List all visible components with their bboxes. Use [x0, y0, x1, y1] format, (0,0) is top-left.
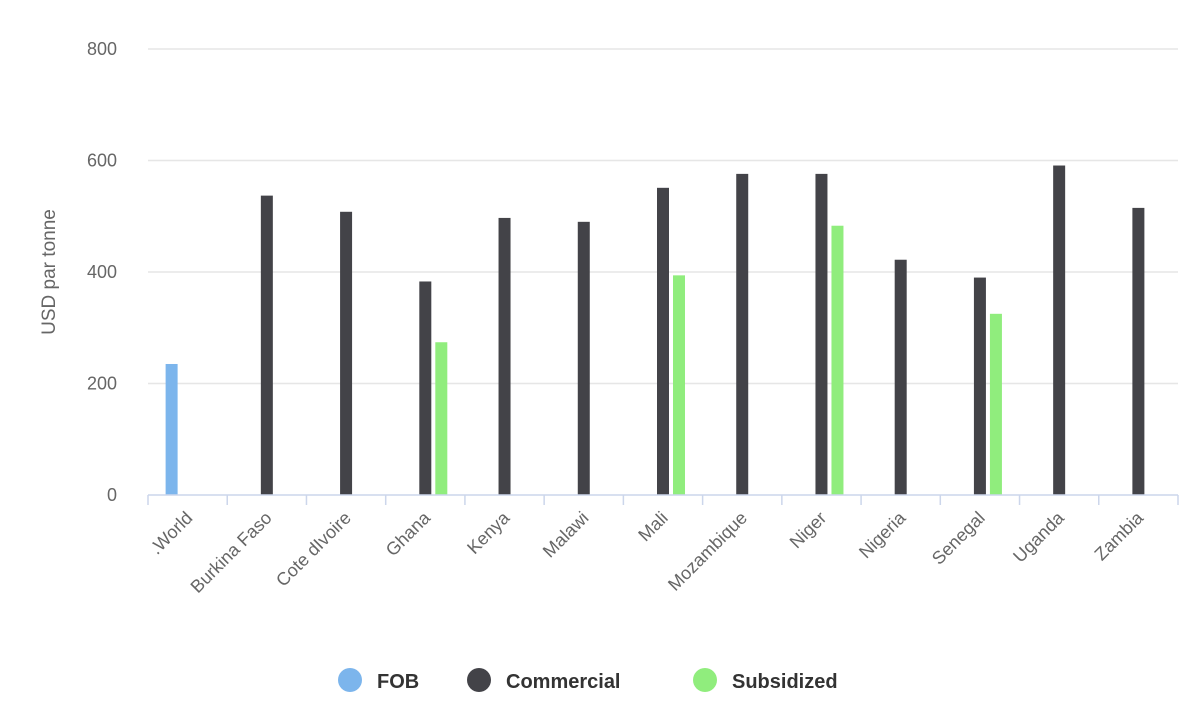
bars	[165, 165, 1145, 496]
y-axis-title: USD par tonne	[39, 209, 60, 335]
bar-commercial[interactable]	[736, 173, 749, 495]
x-tick-label: Mali	[634, 508, 671, 545]
bar-commercial[interactable]	[577, 221, 590, 495]
legend-item-label[interactable]: Subsidized	[732, 671, 838, 693]
bar-commercial[interactable]	[260, 195, 273, 495]
y-tick-label: 0	[107, 485, 117, 505]
x-tick-label: Ghana	[382, 507, 435, 560]
bar-fob[interactable]	[165, 363, 178, 495]
y-tick-label: 400	[87, 262, 117, 282]
y-tick-label: 200	[87, 374, 117, 394]
legend-item-label[interactable]: Commercial	[506, 671, 621, 693]
x-tick-label: Malawi	[539, 508, 593, 562]
bar-subsidized[interactable]	[435, 342, 448, 495]
bar-commercial[interactable]	[1053, 165, 1066, 495]
bar-commercial[interactable]	[419, 281, 432, 495]
legend-item-label[interactable]: FOB	[377, 671, 419, 693]
y-axis-ticks: 0 200 400 600 800	[87, 39, 117, 505]
y-tick-label: 600	[87, 151, 117, 171]
x-tick-label: Burkina Faso	[187, 508, 276, 597]
bar-subsidized[interactable]	[673, 275, 685, 495]
legend-marker[interactable]	[467, 668, 491, 692]
x-tick-label: Niger	[786, 508, 831, 553]
x-tick-label: Mozambique	[664, 508, 751, 595]
bar-commercial[interactable]	[1132, 207, 1145, 495]
x-tick-label: Zambia	[1091, 507, 1148, 564]
y-tick-label: 800	[87, 39, 117, 59]
bar-commercial[interactable]	[894, 259, 907, 495]
bar-subsidized[interactable]	[831, 225, 844, 496]
x-tick-label: Kenya	[463, 507, 514, 558]
legend-marker[interactable]	[338, 668, 362, 692]
bar-subsidized[interactable]	[989, 313, 1002, 495]
bar-commercial[interactable]	[498, 217, 511, 496]
x-tick-label: Senegal	[928, 508, 989, 569]
x-tick-label: .World	[146, 508, 197, 559]
legend-marker[interactable]	[693, 668, 717, 692]
bar-commercial[interactable]	[340, 211, 353, 496]
x-tick-label: Uganda	[1009, 507, 1068, 566]
bar-commercial[interactable]	[815, 173, 828, 495]
x-tick-label: Nigeria	[855, 507, 910, 562]
x-tick-label: Cote dIvoire	[272, 508, 355, 591]
bar-commercial[interactable]	[973, 277, 986, 495]
bar-commercial[interactable]	[657, 187, 669, 495]
legend: FOB Commercial Subsidized	[338, 668, 838, 693]
